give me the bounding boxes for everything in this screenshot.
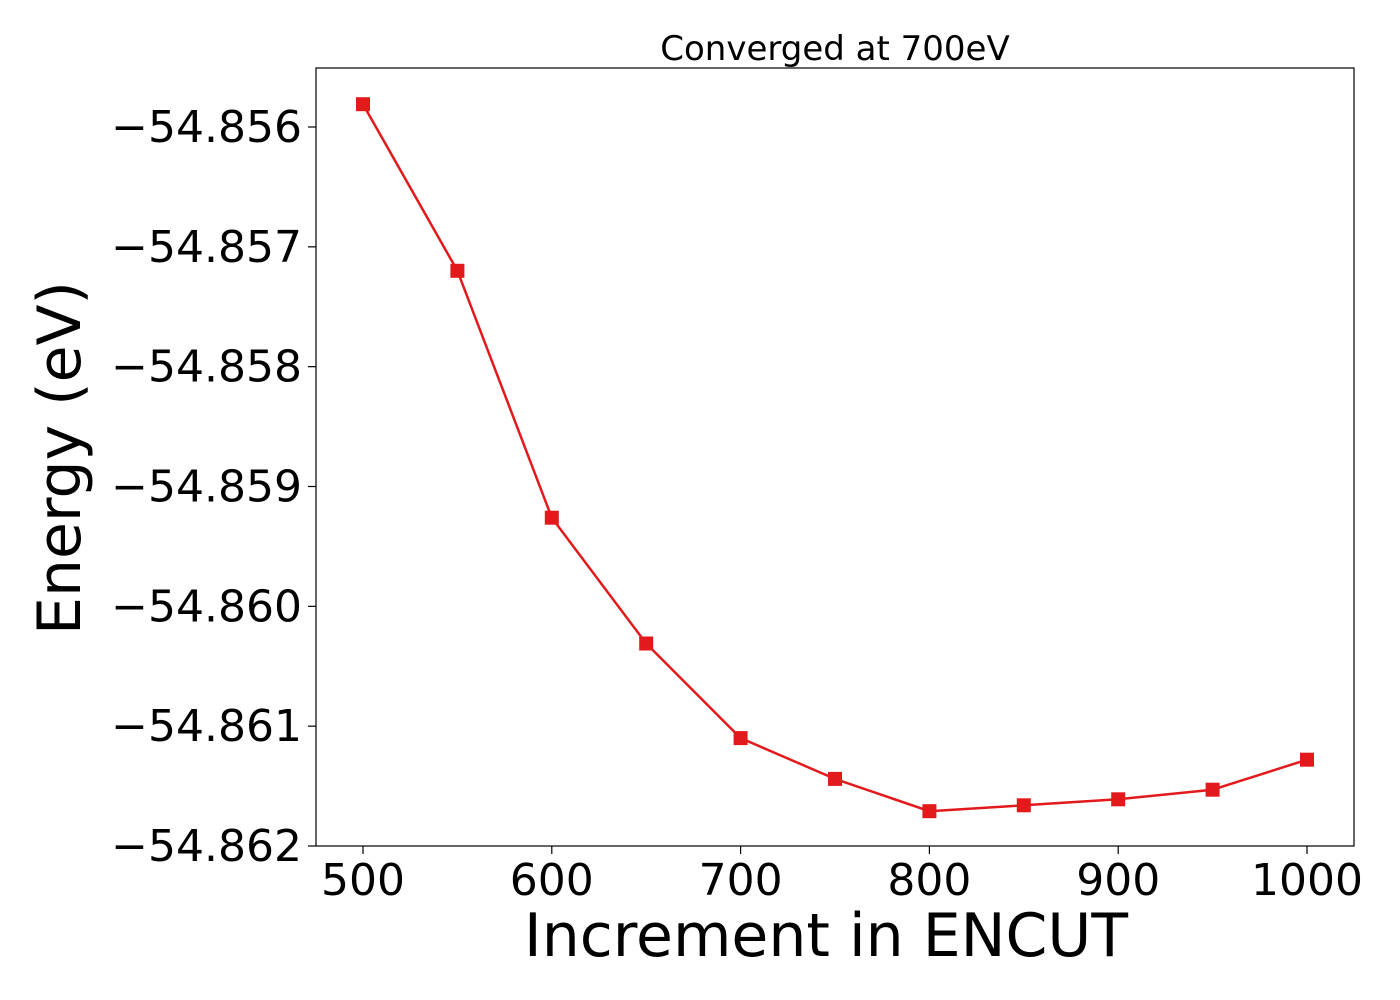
y-tick-label: −54.858: [111, 342, 302, 393]
data-point-marker: [1016, 798, 1031, 813]
data-point-marker: [356, 97, 370, 112]
series-layer: [356, 97, 1314, 819]
x-ticks: 500 600 700 800 900 1000: [321, 846, 1363, 906]
y-tick-label: −54.857: [111, 222, 302, 273]
x-tick-label: 700: [699, 855, 783, 906]
y-tick-label: −54.859: [111, 462, 302, 513]
data-point-marker: [450, 263, 465, 278]
plot-frame: [315, 67, 1355, 847]
data-point-marker: [639, 636, 654, 651]
x-tick-label: 600: [510, 855, 594, 906]
data-point-marker: [828, 771, 842, 786]
y-tick-label: −54.860: [111, 581, 302, 632]
y-axis-title: Energy (eV): [25, 281, 95, 635]
y-tick-label: −54.862: [111, 821, 302, 872]
x-axis-title: Increment in ENCUT: [524, 901, 1128, 971]
y-tick-label: −54.856: [111, 102, 302, 153]
data-point-marker: [1300, 752, 1314, 767]
x-tick-label: 500: [321, 855, 405, 906]
data-point-marker: [922, 804, 937, 819]
y-tick-label: −54.861: [111, 701, 302, 752]
data-point-marker: [544, 510, 559, 525]
y-ticks: −54.856 −54.857 −54.858 −54.859 −54.860 −54.8…: [111, 102, 316, 872]
data-point-marker: [1111, 792, 1126, 807]
series-line: [361, 103, 1308, 813]
chart-title: Converged at 700eV: [660, 29, 1009, 69]
x-tick-label: 800: [887, 855, 971, 906]
x-tick-label: 1000: [1251, 855, 1363, 906]
data-point-marker: [733, 731, 748, 746]
data-point-marker: [1205, 782, 1220, 797]
x-tick-label: 900: [1076, 855, 1160, 906]
